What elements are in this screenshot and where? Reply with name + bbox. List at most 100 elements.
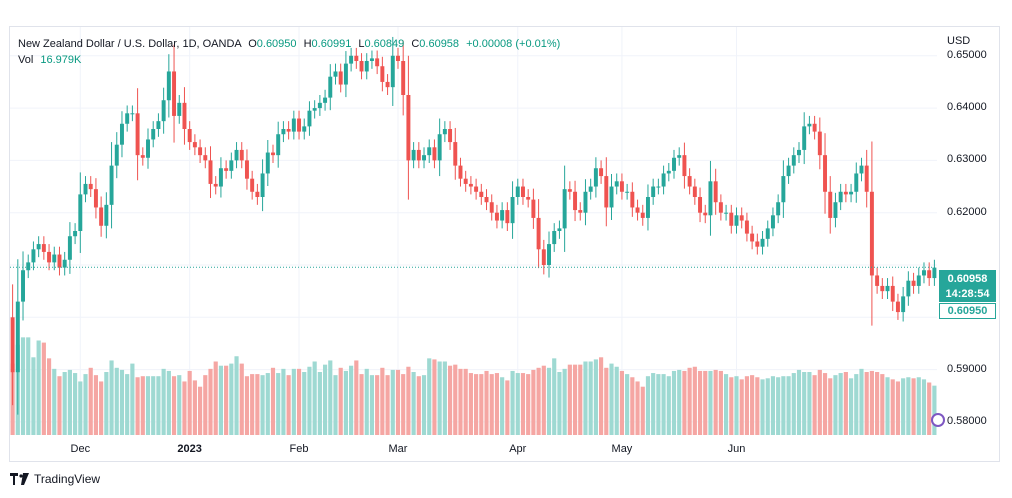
volume-bar — [406, 366, 411, 435]
candle-body — [593, 168, 598, 187]
volume-bar — [505, 380, 510, 435]
volume-bar — [208, 368, 213, 435]
legend-volume-row: Vol 16.979K — [18, 52, 560, 68]
legend-open-label: O — [248, 38, 257, 50]
candle-body — [411, 149, 416, 161]
volume-bar — [67, 369, 72, 435]
candle-body — [99, 207, 104, 226]
candle-body — [604, 176, 609, 208]
volume-bar — [723, 374, 729, 435]
chart-legend: New Zealand Dollar / U.S. Dollar, 1D, OA… — [18, 36, 560, 68]
candle-body — [724, 212, 729, 214]
price-tick-label: 0.63000 — [947, 153, 987, 166]
volume-bar — [640, 386, 645, 435]
currency-label: USD — [947, 35, 971, 47]
time-tick-label: Feb — [289, 443, 309, 455]
candle-body — [625, 191, 630, 193]
volume-bar — [604, 367, 609, 435]
volume-bar — [213, 361, 218, 435]
volume-bar — [88, 367, 93, 435]
candle-body — [651, 186, 656, 197]
candle-body — [833, 202, 838, 218]
candle-body — [906, 280, 911, 297]
candle-body — [510, 197, 515, 224]
candle-body — [416, 149, 421, 161]
candle-body — [698, 197, 703, 213]
candle-body — [67, 236, 72, 260]
price-tick-label: 0.58000 — [947, 414, 987, 427]
candle-body — [817, 131, 822, 156]
volume-bar — [916, 377, 921, 435]
volume-bar — [395, 369, 401, 435]
candle-body — [520, 186, 525, 197]
volume-bar — [786, 376, 791, 435]
candle-body — [880, 285, 885, 292]
volume-bar — [630, 377, 635, 435]
volume-bar — [145, 376, 151, 435]
candle-body — [708, 181, 713, 216]
candle-body — [156, 121, 161, 129]
candle-body — [62, 259, 67, 268]
candle-body — [15, 301, 20, 373]
volume-bar — [557, 372, 562, 435]
volume-bar — [317, 372, 322, 435]
candle-body — [911, 280, 916, 286]
candle-body — [583, 191, 588, 213]
candle-body — [161, 100, 166, 122]
candle-body — [640, 212, 645, 218]
last-price-value: 0.60958 — [947, 273, 988, 285]
candle-body — [130, 113, 135, 115]
events-marker-icon[interactable] — [931, 413, 945, 427]
candle-body — [677, 155, 682, 158]
volume-bar — [296, 368, 302, 435]
volume-bar — [312, 361, 317, 435]
volume-bar — [385, 375, 390, 435]
volume-bar — [760, 379, 765, 435]
candle-body — [770, 215, 775, 229]
volume-bar — [375, 375, 380, 435]
volume-bar — [52, 368, 57, 435]
candle-body — [187, 129, 192, 143]
footer-branding[interactable]: TradingView — [10, 472, 100, 486]
volume-bar — [135, 377, 140, 435]
volume-bar — [765, 378, 770, 435]
last-price-badge: 0.60958 14:28:54 — [939, 270, 996, 302]
volume-bar — [494, 373, 500, 435]
volume-bar — [198, 386, 203, 435]
candle-body — [375, 58, 380, 67]
price-tick-label: 0.64000 — [947, 101, 987, 114]
legend-low-label: L — [358, 38, 365, 50]
candle-body — [588, 186, 593, 192]
volume-bar — [468, 373, 473, 435]
volume-bar — [109, 360, 114, 435]
candle-body — [448, 129, 453, 143]
candle-body — [192, 142, 197, 148]
volume-bar — [307, 366, 312, 435]
candle-body — [854, 173, 859, 192]
candle-body — [557, 228, 562, 231]
volume-bar — [218, 365, 224, 435]
volume-bar — [255, 374, 260, 435]
volume-bar — [343, 370, 348, 435]
time-tick-label: 2023 — [177, 443, 202, 455]
candle-body — [692, 186, 697, 197]
volume-bar — [583, 361, 588, 435]
volume-bar — [328, 360, 333, 435]
candle-body — [354, 55, 359, 61]
candle-body — [901, 296, 906, 313]
candle-body — [609, 186, 614, 208]
legend-high-label: H — [303, 38, 312, 50]
volume-bar — [302, 372, 307, 435]
volume-bar — [739, 379, 744, 435]
time-tick-label: Dec — [70, 443, 91, 455]
volume-bar — [880, 374, 885, 435]
volume-bar — [687, 367, 692, 435]
volume-bar — [578, 364, 583, 435]
candle-body — [172, 71, 177, 116]
candle-body — [859, 165, 864, 174]
candle-body — [52, 254, 57, 263]
candle-body — [599, 168, 604, 177]
volume-bar — [265, 373, 270, 435]
candle-body — [812, 123, 817, 132]
